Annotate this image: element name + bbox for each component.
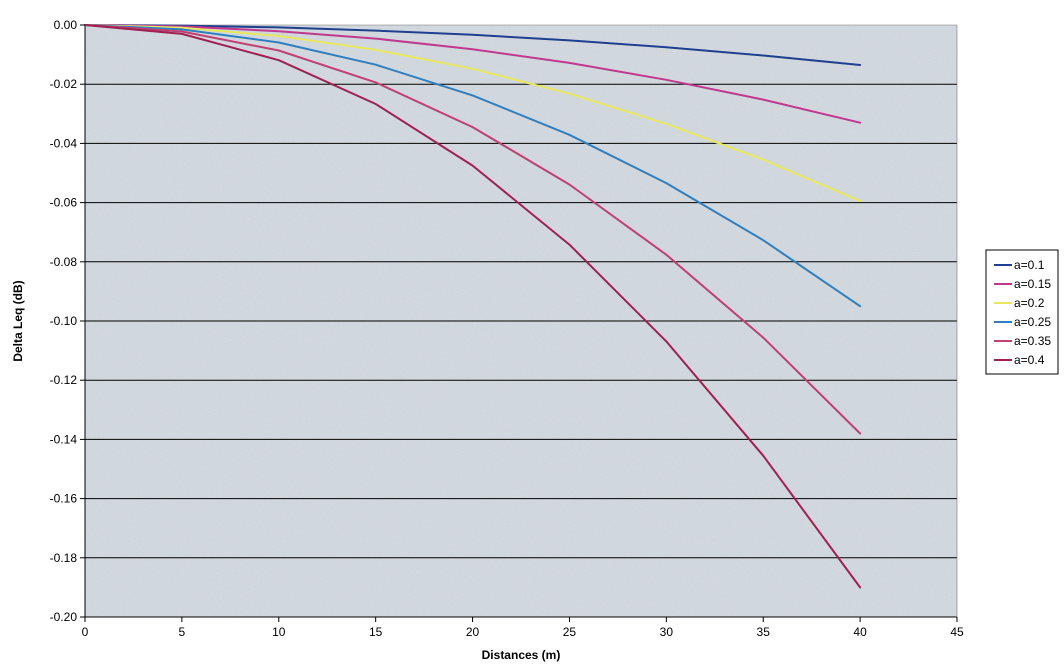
legend: a=0.1 a=0.15 a=0.2 a=0.25 a=0.35 a=0.4 xyxy=(985,249,1059,375)
y-axis-title: Delta Leq (dB) xyxy=(11,280,25,361)
x-tick-label: 45 xyxy=(950,625,964,639)
legend-label: a=0.15 xyxy=(1014,277,1051,291)
x-tick-label: 0 xyxy=(82,625,89,639)
x-tick-label: 30 xyxy=(660,625,674,639)
series-lines xyxy=(84,24,862,589)
x-tick-label: 15 xyxy=(369,625,383,639)
legend-label: a=0.1 xyxy=(1014,258,1045,272)
y-tick-label: -0.16 xyxy=(50,492,78,506)
y-tick-label: -0.04 xyxy=(50,136,78,150)
x-tick-label: 40 xyxy=(853,625,867,639)
series-line xyxy=(84,24,862,435)
series-line xyxy=(84,24,862,66)
y-tick-labels: 0.00 -0.02 -0.04 -0.06 -0.08 -0.10 -0.12 -0.14 -… xyxy=(50,18,85,624)
x-tick-label: 25 xyxy=(563,625,577,639)
y-tick-label: -0.20 xyxy=(50,610,78,624)
legend-label: a=0.35 xyxy=(1014,334,1051,348)
y-tick-label: -0.10 xyxy=(50,314,78,328)
series-line xyxy=(84,24,862,308)
legend-label: a=0.25 xyxy=(1014,315,1051,329)
legend-label: a=0.4 xyxy=(1014,353,1045,367)
x-tick-label: 20 xyxy=(466,625,480,639)
y-tick-label: -0.12 xyxy=(50,373,78,387)
series-line xyxy=(84,24,862,124)
x-tick-labels: 0 5 10 15 20 25 30 35 40 45 xyxy=(82,617,964,639)
y-tick-label: 0.00 xyxy=(54,18,78,32)
x-tick-label: 5 xyxy=(179,625,186,639)
x-axis-title: Distances (m) xyxy=(482,648,561,662)
y-tick-label: -0.02 xyxy=(50,77,78,91)
series-line xyxy=(84,24,862,589)
x-tick-label: 10 xyxy=(272,625,286,639)
series-line xyxy=(84,24,862,203)
legend-label: a=0.2 xyxy=(1014,296,1045,310)
gridlines xyxy=(85,83,957,559)
y-tick-label: -0.08 xyxy=(50,255,78,269)
x-tick-label: 35 xyxy=(757,625,771,639)
y-tick-label: -0.06 xyxy=(50,196,78,210)
y-tick-label: -0.14 xyxy=(50,432,78,446)
y-tick-label: -0.18 xyxy=(50,551,78,565)
legend-box xyxy=(985,249,1059,375)
